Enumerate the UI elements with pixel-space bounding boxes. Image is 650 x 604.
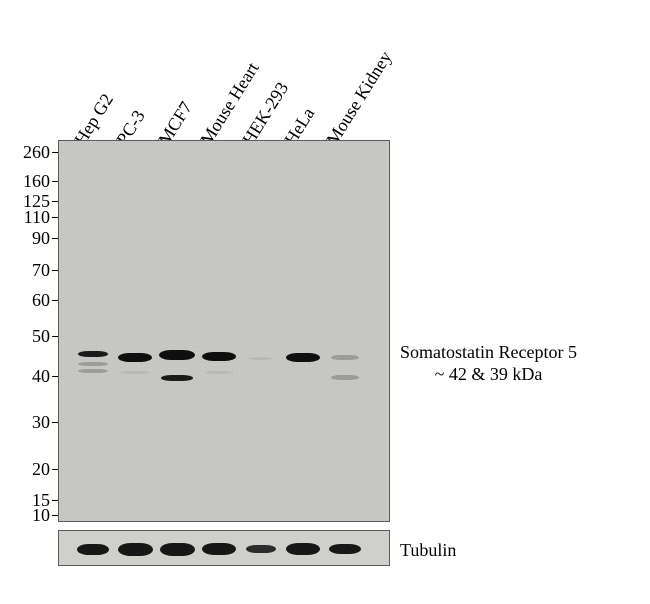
mw-marker-label: 50 xyxy=(10,326,50,347)
mw-marker-label: 110 xyxy=(10,207,50,228)
mw-marker-label: 70 xyxy=(10,260,50,281)
protein-band xyxy=(202,352,236,361)
protein-band xyxy=(78,351,108,357)
protein-band xyxy=(78,362,108,366)
loading-control-membrane xyxy=(58,530,390,566)
protein-band xyxy=(205,371,233,374)
loading-band xyxy=(118,543,153,556)
protein-band xyxy=(120,371,150,374)
protein-band xyxy=(161,375,193,381)
lane-label: Mouse Kidney xyxy=(322,48,396,149)
protein-band xyxy=(78,369,108,373)
target-annotation-line2: ~ 42 & 39 kDa xyxy=(400,364,577,386)
mw-marker-label: 20 xyxy=(10,459,50,480)
mw-marker-label: 10 xyxy=(10,505,50,526)
mw-marker-label: 260 xyxy=(10,142,50,163)
protein-band xyxy=(286,353,320,362)
main-blot-membrane xyxy=(58,140,390,522)
blot-figure: Hep G2PC-3MCF7Mouse HeartHEK-293HeLaMous… xyxy=(0,0,650,604)
loading-band xyxy=(202,543,236,555)
mw-marker-label: 30 xyxy=(10,412,50,433)
loading-band xyxy=(286,543,320,555)
mw-marker-label: 60 xyxy=(10,290,50,311)
loading-band xyxy=(160,543,195,556)
loading-band xyxy=(77,544,109,555)
loading-band xyxy=(246,545,276,553)
protein-band xyxy=(331,355,359,360)
target-annotation-line1: Somatostatin Receptor 5 xyxy=(400,342,577,364)
loading-control-label: Tubulin xyxy=(400,540,456,562)
target-annotation: Somatostatin Receptor 5 ~ 42 & 39 kDa xyxy=(400,342,577,385)
protein-band xyxy=(159,350,195,360)
loading-band xyxy=(329,544,361,554)
protein-band xyxy=(118,353,152,362)
mw-marker-label: 160 xyxy=(10,171,50,192)
protein-band xyxy=(331,375,359,380)
protein-band xyxy=(249,357,273,360)
mw-marker-label: 40 xyxy=(10,366,50,387)
mw-marker-label: 90 xyxy=(10,228,50,249)
